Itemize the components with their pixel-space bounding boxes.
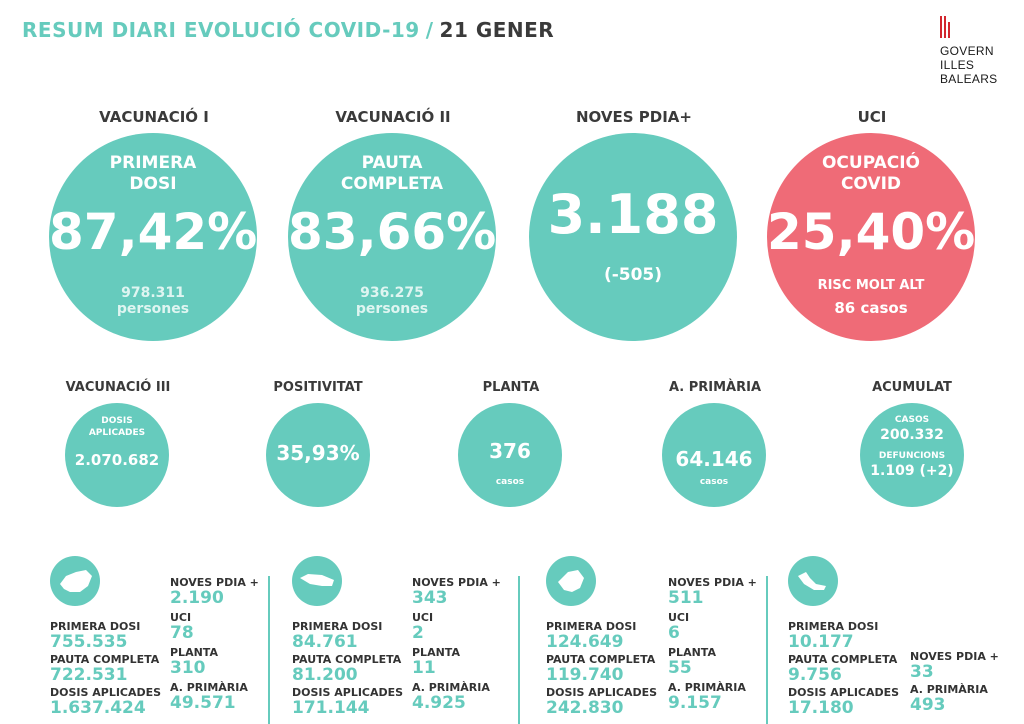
circle-vacunacio-iii: DOSIS APLICADES 2.070.682 <box>65 403 169 507</box>
eivissa-primera: 124.649 <box>546 632 624 652</box>
circle-acumulat: CASOS 200.332 DEFUNCIONS 1.109 (+2) <box>860 403 964 507</box>
circle-positivitat: 35,93% <box>266 403 370 507</box>
menorca-pdia: 343 <box>412 588 448 608</box>
eivissa-left-stats: PRIMERA DOSI 124.649 PAUTA COMPLETA 119.… <box>546 620 666 717</box>
mallorca-pauta: 722.531 <box>50 665 128 685</box>
menorca-pauta: 81.200 <box>292 665 358 685</box>
circle-vacunacio-i: PRIMERA DOSI 87,42% 978.311 persones <box>49 133 257 341</box>
mallorca-island-icon <box>50 556 100 606</box>
formentera-ap: 493 <box>910 695 946 715</box>
formentera-dosis: 17.180 <box>788 698 854 718</box>
eivissa-planta: 55 <box>668 658 692 678</box>
label-dosis: DOSIS <box>101 416 133 426</box>
sub-noves-pdia: (-505) <box>603 265 663 285</box>
label-defuncions: DEFUNCIONS <box>878 451 946 461</box>
eivissa-ap: 9.157 <box>668 693 722 713</box>
mallorca-planta: 310 <box>170 658 206 678</box>
sub-uci-casos: 86 casos <box>834 299 908 317</box>
value-noves-pdia: 3.188 <box>547 183 719 246</box>
title-main: RESUM DIARI EVOLUCIÓ COVID-19 <box>22 18 420 42</box>
mallorca-right-stats: NOVES PDIA + 2.190 UCI 78 PLANTA 310 A. … <box>170 576 265 712</box>
govern-logo: GOVERN ILLES BALEARS <box>940 16 1020 86</box>
mallorca-left-stats: PRIMERA DOSI 755.535 PAUTA COMPLETA 722.… <box>50 620 170 717</box>
value-uci: 25,40% <box>767 203 976 261</box>
value-vacunacio-i: 87,42% <box>49 203 258 261</box>
mallorca-pdia: 2.190 <box>170 588 224 608</box>
circle-planta: 376 casos <box>458 403 562 507</box>
govern-logo-icon <box>940 16 954 38</box>
page-title: RESUM DIARI EVOLUCIÓ COVID-19/21 GENER <box>22 18 554 42</box>
sub-vacunacio-i-count: 978.311 <box>121 285 185 301</box>
formentera-primera: 10.177 <box>788 632 854 652</box>
label-ocupacio: OCUPACIÓ <box>821 153 921 173</box>
circle-vacunacio-ii: PAUTA COMPLETA 83,66% 936.275 persones <box>288 133 496 341</box>
mid-header-acumulat: ACUMULAT <box>872 380 952 395</box>
menorca-planta: 11 <box>412 658 436 678</box>
menorca-right-stats: NOVES PDIA + 343 UCI 2 PLANTA 11 A. PRIM… <box>412 576 512 712</box>
sub-vacunacio-ii-unit: persones <box>355 301 429 317</box>
eivissa-dosis: 242.830 <box>546 698 624 718</box>
circle-uci: OCUPACIÓ COVID 25,40% RISC MOLT ALT 86 c… <box>767 133 975 341</box>
sub-vacunacio-i-unit: persones <box>116 301 190 317</box>
formentera-left-stats: PRIMERA DOSI 10.177 PAUTA COMPLETA 9.756… <box>788 620 908 717</box>
value-casos: 200.332 <box>880 427 944 443</box>
menorca-island-icon <box>292 556 342 606</box>
top-header-vacunacio-ii: VACUNACIÓ II <box>335 108 451 126</box>
mallorca-primera: 755.535 <box>50 632 128 652</box>
top-header-vacunacio-i: VACUNACIÓ I <box>99 108 209 126</box>
sub-uci-risc: RISC MOLT ALT <box>817 278 925 293</box>
mid-header-primaria: A. PRIMÀRIA <box>668 380 762 395</box>
label-completa: COMPLETA <box>340 174 444 194</box>
value-planta: 376 <box>489 439 531 463</box>
title-separator: / <box>425 18 434 42</box>
value-vacunacio-ii: 83,66% <box>288 203 497 261</box>
circle-noves-pdia: 3.188 (-505) <box>529 133 737 341</box>
separator <box>518 576 520 724</box>
separator <box>268 576 270 724</box>
circle-primaria: 64.146 casos <box>662 403 766 507</box>
sub-vacunacio-ii-count: 936.275 <box>360 285 424 301</box>
label-aplicades: APLICADES <box>88 428 146 438</box>
formentera-island-icon <box>788 556 838 606</box>
menorca-uci: 2 <box>412 623 424 643</box>
value-positivitat: 35,93% <box>276 441 360 465</box>
formentera-right-stats: NOVES PDIA + 33 A. PRIMÀRIA 493 <box>910 650 1010 714</box>
formentera-pauta: 9.756 <box>788 665 842 685</box>
label-dosi: DOSI <box>129 174 177 194</box>
value-primaria: 64.146 <box>675 447 753 471</box>
eivissa-pauta: 119.740 <box>546 665 624 685</box>
title-date: 21 GENER <box>439 18 555 42</box>
separator <box>766 576 768 724</box>
value-defuncions: 1.109 (+2) <box>870 463 954 479</box>
eivissa-right-stats: NOVES PDIA + 511 UCI 6 PLANTA 55 A. PRIM… <box>668 576 763 712</box>
mallorca-uci: 78 <box>170 623 194 643</box>
menorca-ap: 4.925 <box>412 693 466 713</box>
mallorca-ap: 49.571 <box>170 693 236 713</box>
eivissa-uci: 6 <box>668 623 680 643</box>
sub-primaria: casos <box>699 477 729 487</box>
mallorca-dosis: 1.637.424 <box>50 698 146 718</box>
sub-planta: casos <box>495 477 525 487</box>
menorca-dosis: 171.144 <box>292 698 370 718</box>
formentera-pdia: 33 <box>910 662 934 682</box>
menorca-primera: 84.761 <box>292 632 358 652</box>
top-header-noves-pdia: NOVES PDIA+ <box>576 108 692 126</box>
eivissa-pdia: 511 <box>668 588 704 608</box>
logo-text: GOVERN ILLES BALEARS <box>940 44 998 86</box>
eivissa-island-icon <box>546 556 596 606</box>
label-casos: CASOS <box>894 415 930 425</box>
mid-header-positivitat: POSITIVITAT <box>273 380 363 395</box>
label-pauta: PAUTA <box>361 153 423 173</box>
top-header-uci: UCI <box>857 108 887 126</box>
mid-header-planta: PLANTA <box>482 380 540 395</box>
label-primera: PRIMERA <box>109 153 197 173</box>
value-vacunacio-iii: 2.070.682 <box>74 451 160 469</box>
menorca-left-stats: PRIMERA DOSI 84.761 PAUTA COMPLETA 81.20… <box>292 620 412 717</box>
label-covid: COVID <box>840 174 902 194</box>
mid-header-vacunacio-iii: VACUNACIÓ III <box>65 380 171 395</box>
